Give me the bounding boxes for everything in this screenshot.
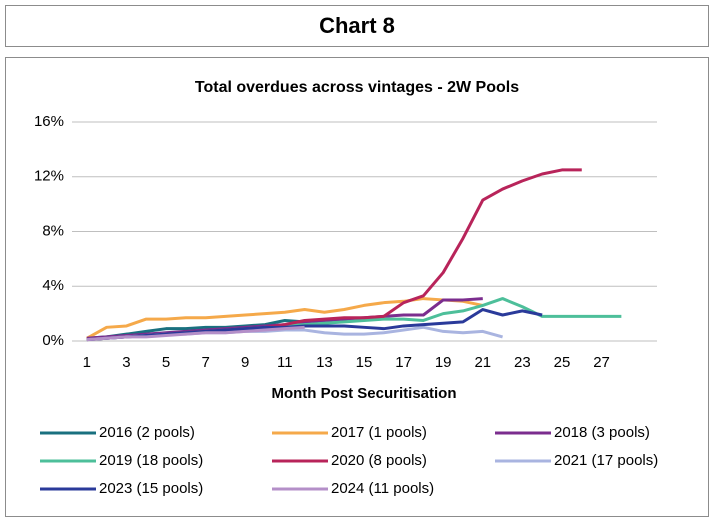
header-title: Chart 8: [319, 13, 395, 38]
legend-label: 2020 (8 pools): [331, 452, 427, 469]
x-tick-label: 17: [395, 354, 412, 371]
legend-label: 2018 (3 pools): [554, 424, 650, 441]
legend-label: 2017 (1 pools): [331, 424, 427, 441]
x-tick-label: 11: [277, 354, 293, 371]
legend-label: 2016 (2 pools): [99, 424, 195, 441]
x-tick-label: 1: [83, 354, 91, 371]
y-tick-label: 4%: [42, 277, 64, 294]
legend-label: 2023 (15 pools): [99, 480, 203, 497]
chart-title: Total overdues across vintages - 2W Pool…: [195, 79, 519, 96]
x-tick-label: 7: [201, 354, 209, 371]
y-tick-label: 0%: [42, 332, 64, 349]
x-tick-label: 27: [593, 354, 610, 371]
y-tick-label: 16%: [34, 113, 64, 130]
header-box: [5, 5, 709, 47]
series-line: [86, 325, 305, 342]
chart-box: [5, 57, 709, 517]
y-tick-label: 8%: [42, 222, 64, 239]
x-tick-label: 5: [162, 354, 170, 371]
x-tick-label: 19: [435, 354, 452, 371]
legend-label: 2021 (17 pools): [554, 452, 658, 469]
x-axis-label: Month Post Securitisation: [271, 385, 456, 402]
legend-label: 2019 (18 pools): [99, 452, 203, 469]
x-tick-label: 3: [122, 354, 130, 371]
x-tick-label: 9: [241, 354, 249, 371]
x-tick-label: 13: [316, 354, 333, 371]
y-tick-label: 12%: [34, 168, 64, 185]
x-tick-label: 21: [474, 354, 491, 371]
x-tick-label: 15: [356, 354, 373, 371]
legend-label: 2024 (11 pools): [331, 480, 434, 497]
x-tick-label: 25: [554, 354, 571, 371]
x-tick-label: 23: [514, 354, 531, 371]
